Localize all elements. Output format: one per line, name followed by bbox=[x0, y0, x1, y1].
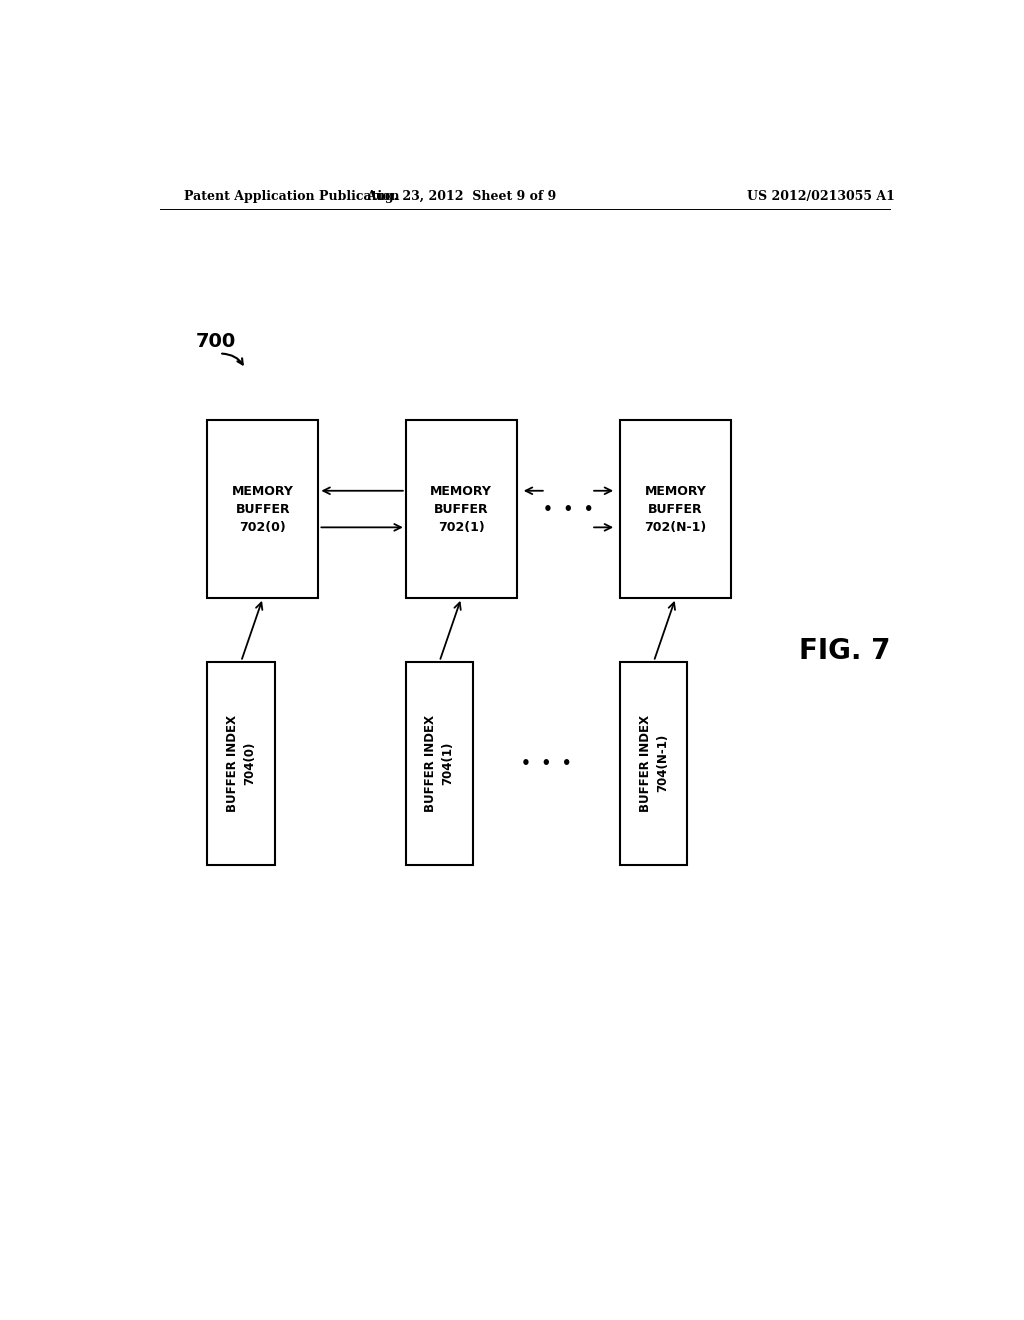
Bar bbox=[207, 661, 274, 865]
Text: •  •  •: • • • bbox=[543, 502, 594, 516]
Bar bbox=[207, 420, 318, 598]
Text: Patent Application Publication: Patent Application Publication bbox=[183, 190, 399, 202]
Text: BUFFER INDEX
704(1): BUFFER INDEX 704(1) bbox=[425, 714, 455, 812]
Text: US 2012/0213055 A1: US 2012/0213055 A1 bbox=[748, 190, 895, 202]
Bar bbox=[406, 661, 473, 865]
Text: MEMORY
BUFFER
702(0): MEMORY BUFFER 702(0) bbox=[232, 484, 294, 533]
Text: Aug. 23, 2012  Sheet 9 of 9: Aug. 23, 2012 Sheet 9 of 9 bbox=[367, 190, 556, 202]
Text: MEMORY
BUFFER
702(1): MEMORY BUFFER 702(1) bbox=[430, 484, 493, 533]
Text: •  •  •: • • • bbox=[521, 755, 572, 771]
Text: FIG. 7: FIG. 7 bbox=[799, 638, 890, 665]
Text: BUFFER INDEX
704(0): BUFFER INDEX 704(0) bbox=[226, 714, 256, 812]
Bar bbox=[406, 420, 517, 598]
Bar bbox=[620, 661, 687, 865]
Text: 700: 700 bbox=[196, 331, 236, 351]
Text: BUFFER INDEX
704(N-1): BUFFER INDEX 704(N-1) bbox=[639, 714, 669, 812]
Bar bbox=[620, 420, 731, 598]
Text: MEMORY
BUFFER
702(N-1): MEMORY BUFFER 702(N-1) bbox=[644, 484, 707, 533]
